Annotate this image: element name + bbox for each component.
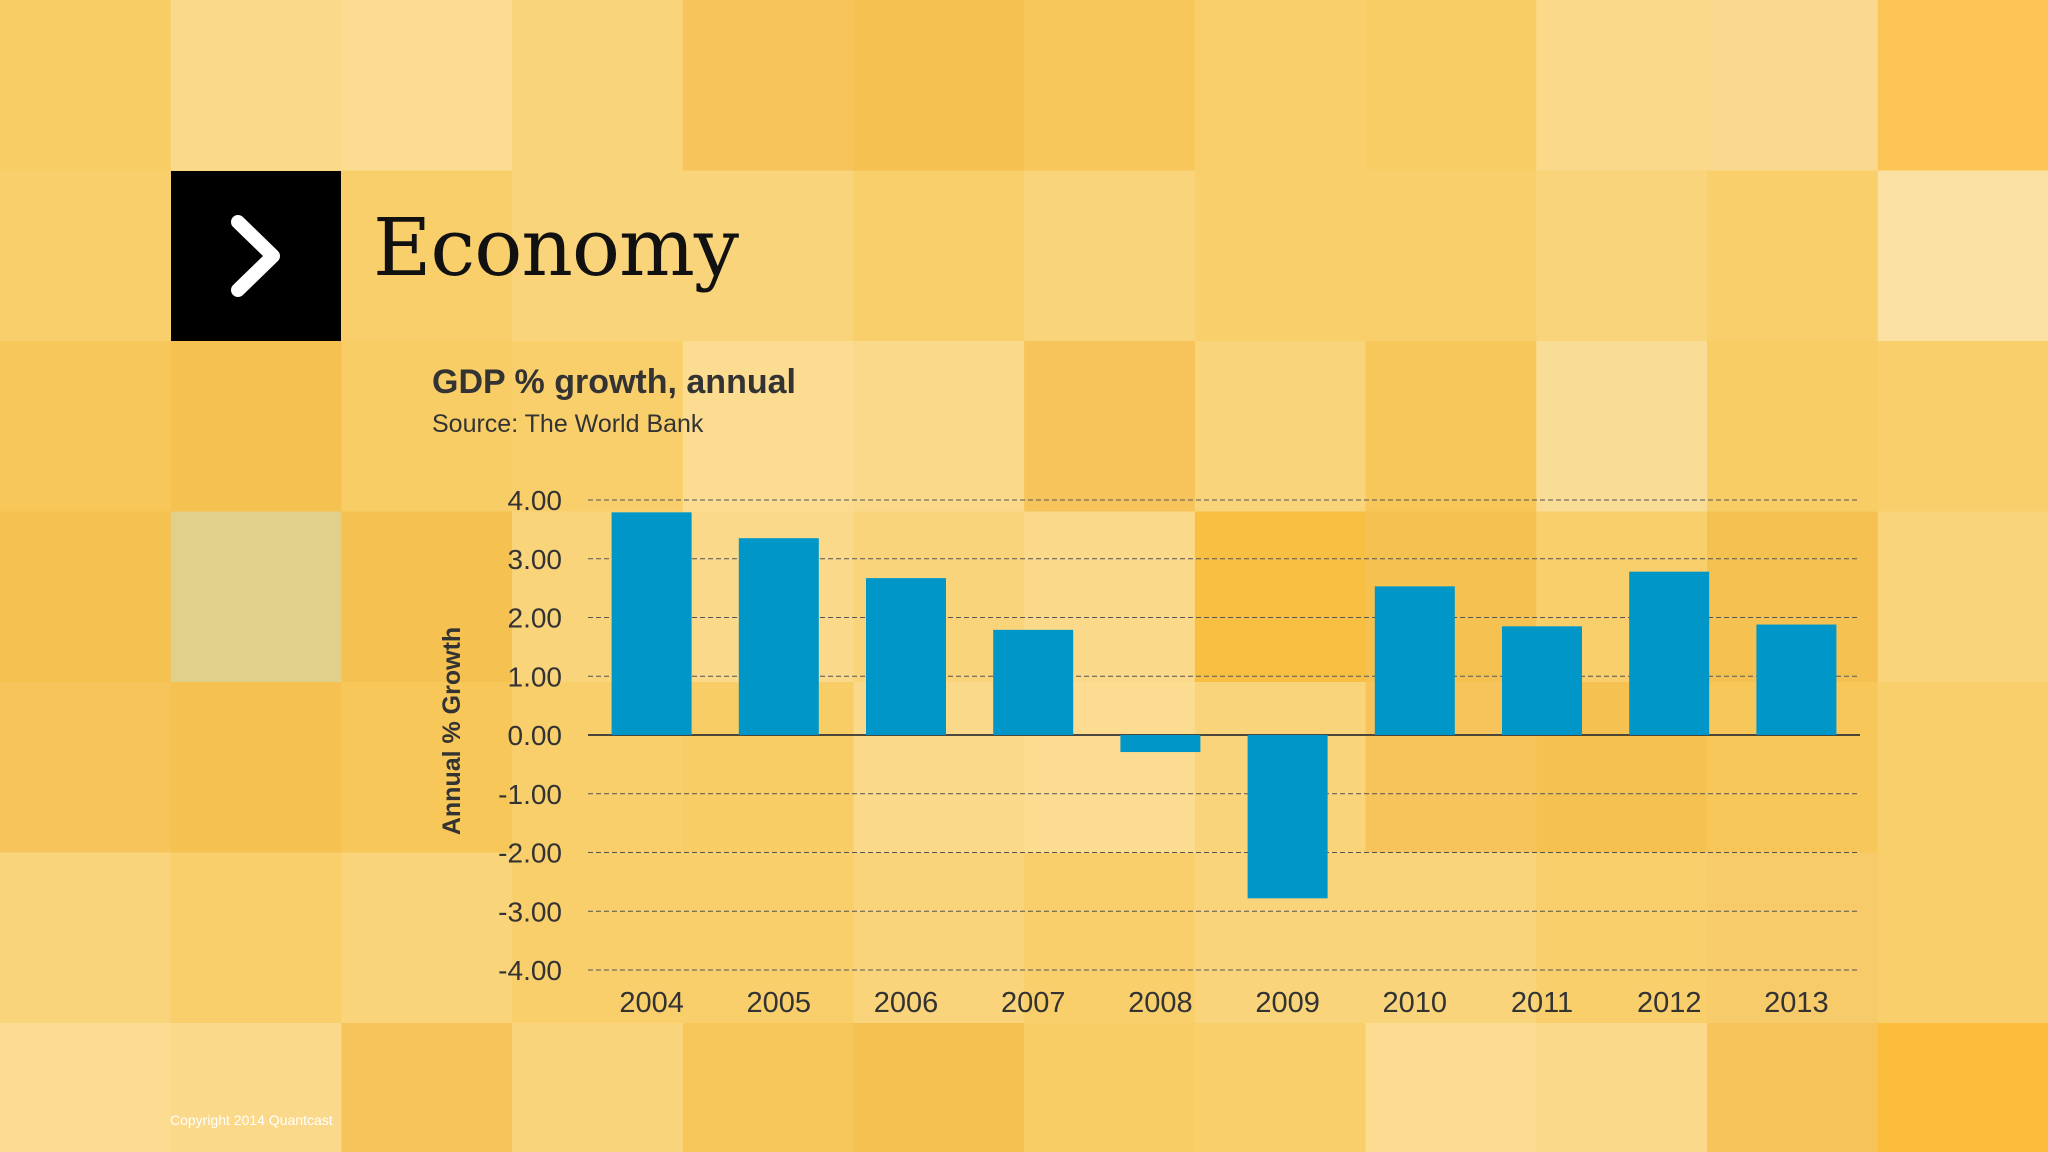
chart-title: GDP % growth, annual: [432, 363, 796, 401]
y-tick-label: 3.00: [508, 544, 563, 575]
y-tick-label: 0.00: [508, 720, 563, 751]
bar-2008: [1120, 735, 1201, 753]
bar-2012: [1629, 571, 1710, 735]
bar-2010: [1374, 586, 1455, 735]
x-tick-label: 2011: [1511, 987, 1573, 1019]
section-marker: [171, 171, 341, 341]
y-tick-label: 2.00: [508, 603, 563, 634]
x-tick-label: 2012: [1637, 987, 1702, 1019]
x-tick-label: 2007: [1001, 987, 1066, 1019]
bar-2004: [611, 512, 692, 735]
bar-2013: [1756, 624, 1837, 735]
bar-2009: [1247, 735, 1328, 899]
bar-2006: [866, 578, 946, 735]
bar-2005: [738, 538, 819, 735]
bar-2007: [993, 629, 1074, 735]
x-tick-label: 2009: [1255, 987, 1320, 1019]
y-tick-label: 4.00: [508, 485, 563, 516]
y-tick-label: -1.00: [498, 779, 562, 810]
y-axis-label: Annual % Growth: [438, 627, 466, 835]
x-tick-label: 2008: [1128, 987, 1193, 1019]
y-tick-label: 1.00: [508, 661, 563, 692]
x-tick-label: 2004: [619, 987, 684, 1019]
y-tick-label: -4.00: [498, 955, 562, 986]
bar-2011: [1502, 626, 1582, 735]
x-tick-label: 2013: [1764, 987, 1829, 1019]
x-tick-label: 2006: [874, 987, 939, 1019]
chart-subtitle: Source: The World Bank: [432, 410, 704, 438]
copyright-notice: Copyright 2014 Quantcast: [170, 1112, 333, 1128]
y-tick-label: -3.00: [498, 896, 562, 927]
y-tick-label: -2.00: [498, 838, 562, 869]
section-title: Economy: [373, 201, 739, 294]
chevron-right-icon: [231, 215, 280, 297]
x-tick-label: 2005: [747, 987, 812, 1019]
x-tick-label: 2010: [1383, 987, 1448, 1019]
